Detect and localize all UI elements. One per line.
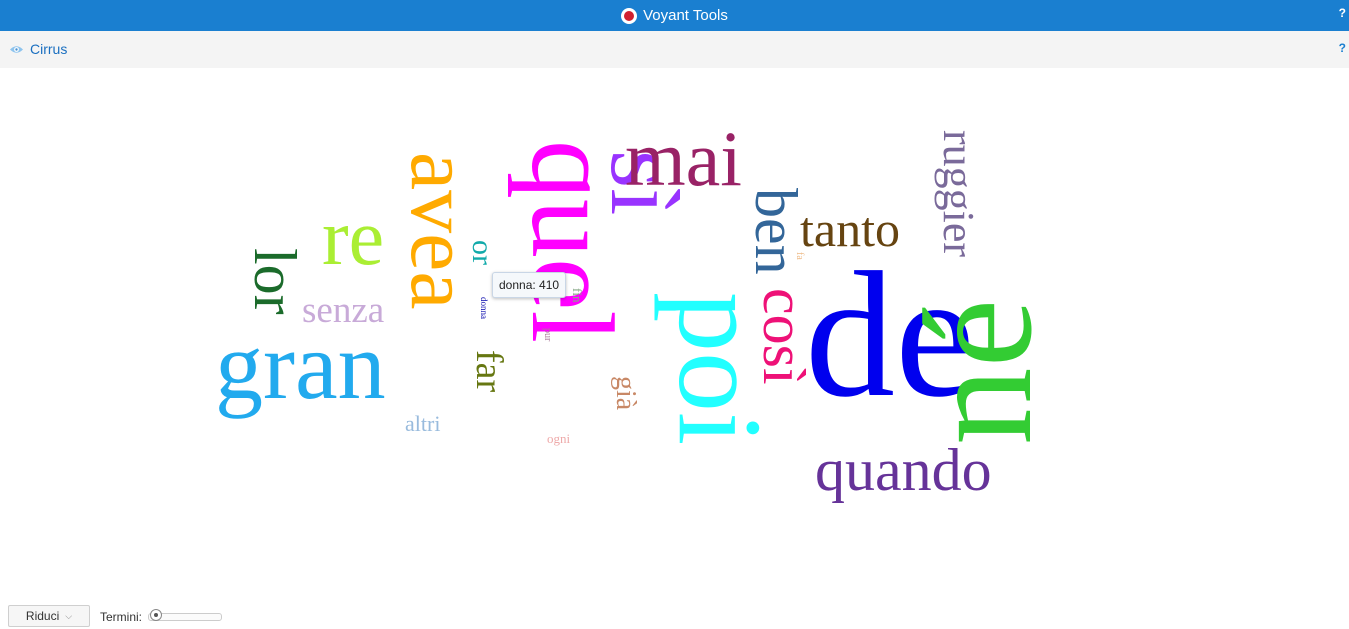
app-header: Voyant Tools ? bbox=[0, 0, 1349, 31]
terms-slider-track[interactable] bbox=[148, 613, 222, 621]
cloud-word-poi[interactable]: poi bbox=[654, 292, 787, 445]
eye-icon bbox=[10, 45, 23, 53]
app-help-button[interactable]: ? bbox=[1338, 6, 1346, 20]
app-title: Voyant Tools bbox=[643, 7, 728, 24]
word-tooltip: donna: 410 bbox=[492, 272, 567, 298]
voyant-logo-icon bbox=[621, 7, 638, 24]
cloud-word-de[interactable]: de bbox=[805, 235, 975, 434]
word-cloud: de né quel sì poi avea gran re lor mai b… bbox=[215, 115, 1064, 503]
cloud-word-altri[interactable]: altri bbox=[405, 411, 440, 436]
cloud-word-lor[interactable]: lor bbox=[242, 248, 308, 315]
app-title-group: Voyant Tools bbox=[0, 0, 1349, 31]
cloud-word-ogni[interactable]: ogni bbox=[547, 431, 571, 446]
bottom-toolbar: Riduci ⌵ Termini: bbox=[0, 599, 1349, 629]
cloud-word-quando[interactable]: quando bbox=[815, 437, 992, 503]
cloud-word-fa[interactable]: fa bbox=[794, 252, 805, 260]
cloud-word-far[interactable]: far bbox=[468, 350, 510, 393]
reduce-button-label: Riduci bbox=[25, 609, 60, 623]
panel-title-group: Cirrus bbox=[9, 41, 67, 57]
panel-title: Cirrus bbox=[30, 41, 68, 57]
chevron-down-icon: ⌵ bbox=[65, 610, 73, 621]
terms-label: Termini: bbox=[100, 610, 143, 624]
cloud-word-senza[interactable]: senza bbox=[302, 290, 384, 331]
cloud-word-cosi[interactable]: così bbox=[751, 288, 817, 385]
cloud-word-ben[interactable]: ben bbox=[743, 188, 809, 275]
cloud-word-mai[interactable]: mai bbox=[625, 115, 742, 202]
cloud-word-or[interactable]: or bbox=[466, 240, 499, 265]
cloud-word-gran[interactable]: gran bbox=[215, 312, 386, 419]
panel-header: Cirrus ? bbox=[0, 31, 1349, 68]
panel-help-button[interactable]: ? bbox=[1338, 41, 1346, 55]
cloud-word-gia[interactable]: già bbox=[610, 376, 641, 411]
terms-slider-handle[interactable] bbox=[149, 609, 162, 621]
reduce-button[interactable]: Riduci ⌵ bbox=[8, 605, 90, 627]
cloud-word-si[interactable]: sì bbox=[590, 150, 698, 215]
cloud-word-donna[interactable]: donna bbox=[479, 297, 489, 319]
cloud-word-pur[interactable]: pur bbox=[542, 328, 553, 342]
cloud-word-avea[interactable]: avea bbox=[393, 152, 489, 310]
cloud-word-ne[interactable]: né bbox=[892, 299, 1064, 445]
cloud-word-fin[interactable]: fin bbox=[570, 288, 585, 303]
cloud-word-quel[interactable]: quel bbox=[507, 140, 638, 343]
cloud-word-re[interactable]: re bbox=[322, 194, 384, 282]
cloud-word-ruggier[interactable]: ruggier bbox=[934, 130, 983, 257]
cloud-word-tanto[interactable]: tanto bbox=[800, 201, 900, 257]
